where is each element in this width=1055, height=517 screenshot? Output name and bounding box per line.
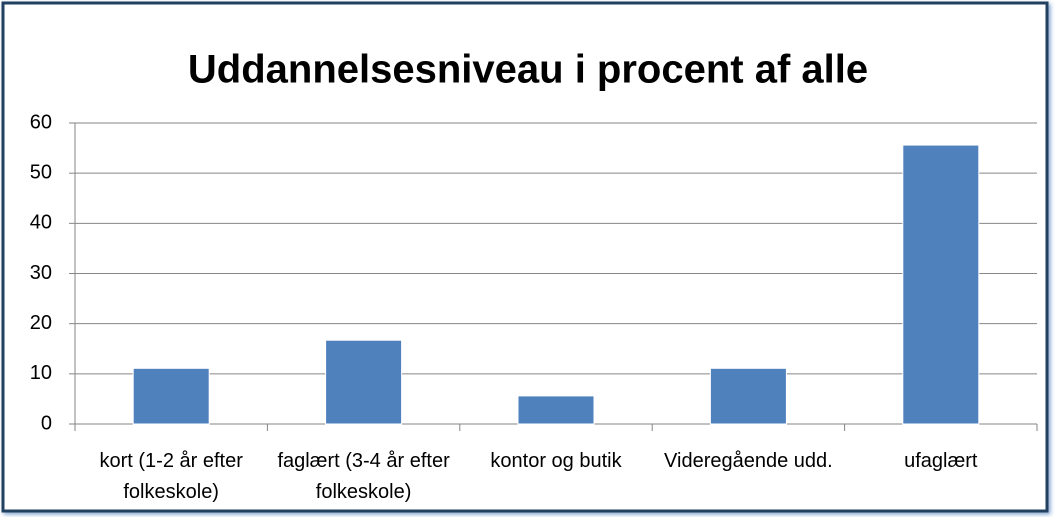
y-tick-label: 40 bbox=[30, 212, 52, 234]
chart-title: Uddannelsesniveau i procent af alle bbox=[188, 48, 868, 92]
bar bbox=[325, 339, 403, 425]
y-tick-label: 10 bbox=[30, 362, 52, 384]
bar bbox=[709, 367, 787, 425]
bar bbox=[517, 395, 595, 425]
x-tick-label: kontor og butik bbox=[490, 450, 622, 472]
x-tick-label: faglært (3-4 år efter folkeskole) bbox=[277, 450, 450, 503]
x-tick-label: Videregående udd. bbox=[664, 450, 833, 472]
y-tick-label: 60 bbox=[30, 111, 52, 133]
y-tick-label: 50 bbox=[30, 161, 52, 183]
bar bbox=[902, 144, 980, 425]
y-tick-label: 0 bbox=[41, 412, 52, 434]
y-tick-label: 30 bbox=[30, 262, 52, 284]
x-tick-label: kort (1-2 år efter folkeskole) bbox=[99, 450, 243, 503]
y-tick-label: 20 bbox=[30, 312, 52, 334]
x-tick-label: ufaglært bbox=[904, 450, 978, 472]
bar bbox=[132, 367, 210, 425]
